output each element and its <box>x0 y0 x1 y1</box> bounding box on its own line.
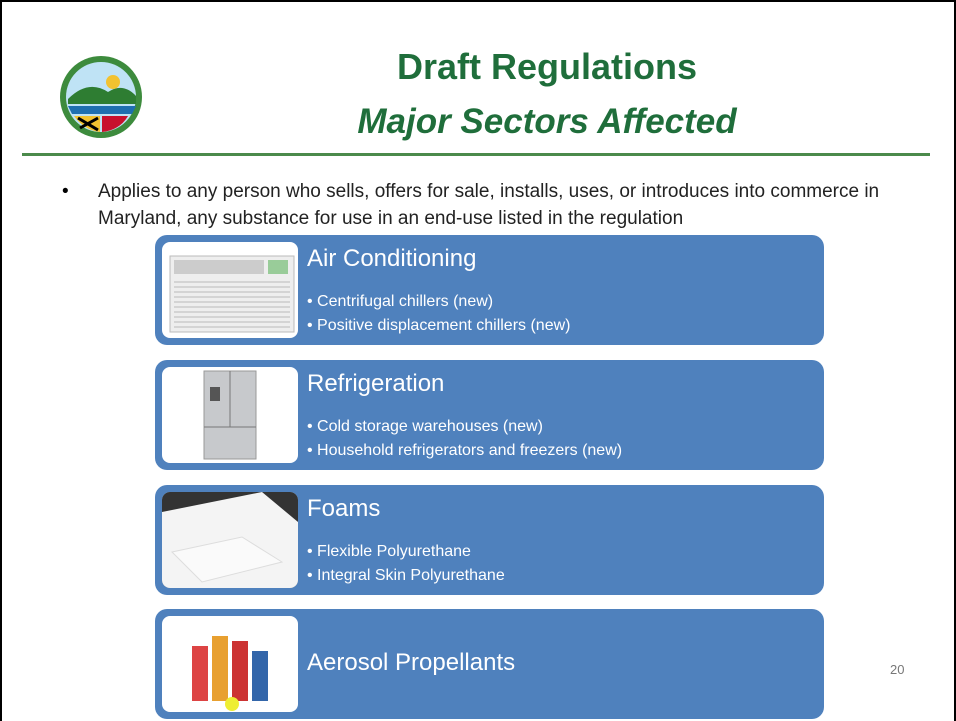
divider <box>22 153 930 156</box>
title: Draft Regulations <box>202 46 892 88</box>
sector-box: Air Conditioning Centrifugal chillers (ne… <box>155 235 824 345</box>
logo <box>58 54 144 140</box>
sector-items: Centrifugal chillers (new)Positive displ… <box>307 290 570 338</box>
sector-title: Refrigeration <box>307 370 444 398</box>
sector-items: Flexible PolyurethaneIntegral Skin Polyu… <box>307 540 505 588</box>
sector-item: Flexible Polyurethane <box>307 540 505 564</box>
sector-title: Foams <box>307 495 380 523</box>
sector-image <box>162 492 298 588</box>
sector-box: Refrigeration Cold storage warehouses (ne… <box>155 360 824 470</box>
bullet-marker: • <box>62 178 69 205</box>
sector-image <box>162 367 298 463</box>
sector-item: Integral Skin Polyurethane <box>307 564 505 588</box>
bullet-text: Applies to any person who sells, offers … <box>98 178 928 232</box>
sector-image <box>162 616 298 712</box>
sector-title: Aerosol Propellants <box>307 649 515 677</box>
sector-items: Cold storage warehouses (new)Household r… <box>307 415 622 463</box>
page: Draft Regulations Major Sectors Affected… <box>0 0 956 721</box>
sector-box: Aerosol Propellants <box>155 609 824 719</box>
slide: Draft Regulations Major Sectors Affected… <box>0 0 956 721</box>
sector-box: Foams Flexible PolyurethaneIntegral Skin … <box>155 485 824 595</box>
sector-item: Cold storage warehouses (new) <box>307 415 622 439</box>
sector-title: Air Conditioning <box>307 245 476 273</box>
sector-image <box>162 242 298 338</box>
sector-item: Centrifugal chillers (new) <box>307 290 570 314</box>
page-number: 20 <box>890 662 904 677</box>
sector-item: Household refrigerators and freezers (ne… <box>307 439 622 463</box>
sector-item: Positive displacement chillers (new) <box>307 314 570 338</box>
subtitle: Major Sectors Affected <box>202 102 892 142</box>
